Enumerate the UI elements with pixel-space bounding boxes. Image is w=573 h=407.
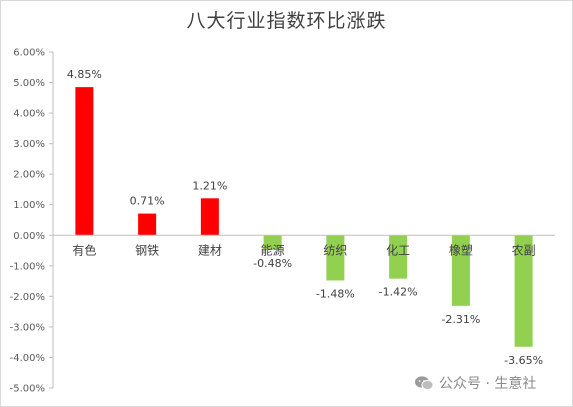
y-tick-label: 3.00% (13, 139, 45, 150)
data-label: -3.65% (504, 354, 543, 367)
y-tick-label: -3.00% (10, 322, 45, 333)
wechat-icon (415, 376, 434, 391)
chart-title: 八大行业指数环比涨跌 (186, 10, 387, 32)
y-tick-label: -1.00% (10, 261, 45, 272)
bar-7 (451, 235, 470, 306)
y-tick-label: 4.00% (13, 109, 45, 120)
data-label: 1.21% (192, 179, 227, 192)
category-label: 钢铁 (135, 243, 159, 257)
y-tick-label: -2.00% (10, 292, 45, 303)
x-axis: 有色 钢铁 建材 能源 纺织 化工 橡塑 农副 (53, 234, 555, 257)
category-label: 有色 (72, 243, 96, 257)
data-labels: 4.85% 0.71% 1.21% -0.48% -1.48% -1.42% -2.31% -… (67, 68, 543, 367)
bars (75, 87, 533, 347)
data-label: 4.85% (67, 68, 102, 81)
bar-5 (326, 235, 345, 281)
y-tick-label: -5.00% (10, 384, 45, 395)
y-tick-label: 2.00% (13, 170, 45, 181)
category-label: 纺织 (323, 243, 347, 257)
bar-4 (263, 235, 282, 250)
y-tick-label: 5.00% (13, 78, 45, 89)
data-label: 0.71% (130, 195, 165, 208)
category-label: 建材 (198, 243, 222, 257)
bar-8 (514, 235, 533, 347)
data-label: -0.48% (253, 257, 292, 270)
bar-2 (138, 213, 157, 236)
y-tick-label: 1.00% (13, 200, 45, 211)
watermark-text: 公众号 · 生意社 (439, 376, 537, 392)
y-axis: 6.00% 5.00% 4.00% 3.00% 2.00% 1.00% 0.00% -1.00… (10, 48, 54, 395)
category-label: 橡塑 (449, 242, 473, 257)
data-label: -1.42% (379, 286, 418, 299)
category-label: 农副 (512, 243, 536, 257)
bar-6 (389, 235, 408, 279)
category-label: 能源 (261, 243, 285, 257)
bar-1 (75, 87, 94, 236)
category-label: 化工 (386, 243, 410, 257)
bar-3 (200, 198, 219, 236)
data-label: -1.48% (316, 287, 355, 300)
y-tick-label: 6.00% (13, 48, 45, 59)
y-tick-label: -4.00% (10, 353, 45, 364)
watermark: 公众号 · 生意社 (414, 373, 536, 393)
data-label: -2.31% (441, 313, 480, 326)
y-tick-label: 0.00% (13, 231, 45, 242)
